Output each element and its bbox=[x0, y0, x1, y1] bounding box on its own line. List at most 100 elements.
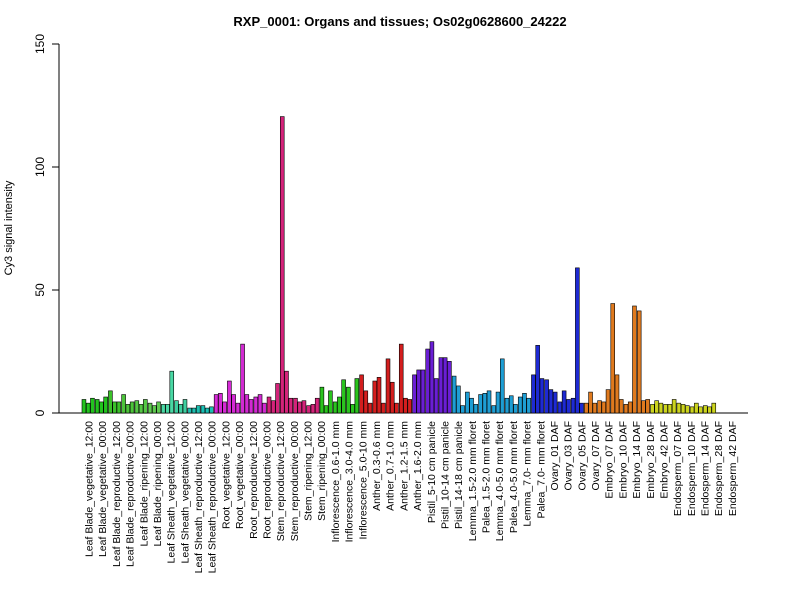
y-tick-label: 50 bbox=[33, 283, 47, 297]
x-tick-label: Lemma_7.0- mm floret bbox=[522, 421, 534, 527]
bar bbox=[703, 405, 708, 414]
bar bbox=[442, 357, 448, 414]
bar bbox=[694, 402, 699, 414]
bar bbox=[685, 405, 690, 414]
y-tick-label: 150 bbox=[33, 34, 47, 54]
bar bbox=[500, 358, 505, 414]
bar bbox=[240, 343, 245, 414]
bar bbox=[614, 374, 620, 414]
x-tick-label: Ovary_01 DAF bbox=[549, 421, 561, 490]
bar bbox=[645, 399, 650, 414]
bar bbox=[381, 402, 386, 414]
bar bbox=[557, 401, 563, 414]
bar bbox=[676, 402, 682, 414]
bar bbox=[650, 404, 655, 414]
bar bbox=[129, 401, 135, 414]
x-tick-label: Stem_ripening_00:00 bbox=[316, 421, 328, 521]
bar bbox=[306, 405, 311, 414]
bar bbox=[174, 400, 179, 414]
x-tick-label: Pistil_14-18 cm panicle bbox=[453, 421, 465, 529]
bar bbox=[707, 406, 712, 414]
bar bbox=[552, 391, 558, 414]
x-tick-label: Endosperm_14 DAF bbox=[700, 421, 712, 516]
x-tick-label: Stem_ripening_12:00 bbox=[303, 421, 315, 521]
x-tick-label: Root_vegetative_00:00 bbox=[234, 421, 246, 529]
bar bbox=[561, 390, 567, 414]
bar bbox=[310, 404, 316, 414]
x-tick-label: Root_reproductive_00:00 bbox=[261, 421, 273, 539]
bar bbox=[667, 404, 673, 414]
bar bbox=[178, 404, 183, 414]
bar bbox=[262, 402, 267, 414]
x-tick-label: Endosperm_07 DAF bbox=[672, 421, 684, 516]
bar bbox=[200, 405, 206, 414]
x-tick-label: Inflorescence_5.0-10 mm bbox=[357, 421, 369, 540]
bar bbox=[416, 369, 421, 414]
bar bbox=[94, 399, 100, 414]
x-tick-label: Leaf Blade_ripening_12:00 bbox=[138, 421, 150, 547]
bar bbox=[601, 401, 607, 414]
bar bbox=[288, 397, 293, 414]
bar bbox=[152, 405, 157, 414]
bar bbox=[548, 389, 554, 414]
bar bbox=[535, 345, 540, 414]
bar bbox=[597, 400, 602, 414]
bar bbox=[85, 402, 91, 414]
x-tick-label: Anther_0.3-0.6 mm bbox=[371, 421, 383, 511]
bar bbox=[508, 395, 514, 414]
x-tick-label: Endosperm_10 DAF bbox=[686, 421, 698, 516]
x-tick-label: Ovary_07 DAF bbox=[590, 421, 602, 490]
x-tick-label: Ovary_03 DAF bbox=[563, 421, 575, 490]
bar bbox=[182, 399, 188, 414]
x-tick-label: Palea_4.0-5.0 mm floret bbox=[508, 421, 520, 533]
bar bbox=[517, 396, 523, 414]
bar bbox=[99, 401, 104, 414]
x-axis-tick-labels: Leaf Blade_vegetative_12:00 Leaf Blade_ve… bbox=[84, 421, 739, 574]
x-tick-label: Embryo_14 DAF bbox=[631, 421, 643, 499]
bar bbox=[460, 405, 465, 414]
y-axis-label: Cy3 signal intensity bbox=[3, 180, 15, 275]
bar bbox=[209, 406, 214, 414]
bar bbox=[689, 406, 695, 414]
bar bbox=[235, 402, 241, 414]
bar bbox=[407, 399, 412, 414]
bar bbox=[218, 393, 223, 414]
bar bbox=[566, 399, 571, 414]
bar bbox=[570, 397, 576, 414]
bar bbox=[191, 407, 197, 414]
bar bbox=[323, 405, 329, 414]
bar bbox=[147, 402, 153, 414]
bar bbox=[522, 393, 527, 414]
bar bbox=[465, 391, 470, 414]
bar bbox=[469, 397, 474, 414]
bar bbox=[658, 402, 664, 414]
bar bbox=[605, 389, 611, 414]
bar bbox=[244, 394, 250, 414]
bar bbox=[482, 393, 488, 414]
bar bbox=[363, 390, 369, 414]
bar bbox=[618, 399, 624, 414]
x-tick-label: Stem_reproductive_12:00 bbox=[275, 421, 287, 541]
bar bbox=[385, 358, 391, 414]
bar bbox=[116, 401, 122, 414]
bar bbox=[253, 396, 259, 414]
bar bbox=[513, 404, 518, 414]
bar bbox=[544, 379, 549, 414]
bar bbox=[108, 390, 113, 414]
bar bbox=[539, 378, 545, 414]
bar bbox=[433, 378, 439, 414]
bar bbox=[271, 400, 276, 414]
bar bbox=[588, 391, 593, 414]
y-tick-label: 0 bbox=[33, 409, 47, 416]
bar bbox=[297, 401, 302, 414]
bar bbox=[671, 399, 677, 414]
bar bbox=[623, 404, 629, 414]
bar bbox=[376, 377, 382, 414]
bar bbox=[394, 402, 399, 414]
bar bbox=[213, 394, 219, 414]
bar bbox=[367, 402, 373, 414]
x-tick-label: Endosperm_42 DAF bbox=[727, 421, 739, 516]
bar bbox=[81, 399, 87, 414]
